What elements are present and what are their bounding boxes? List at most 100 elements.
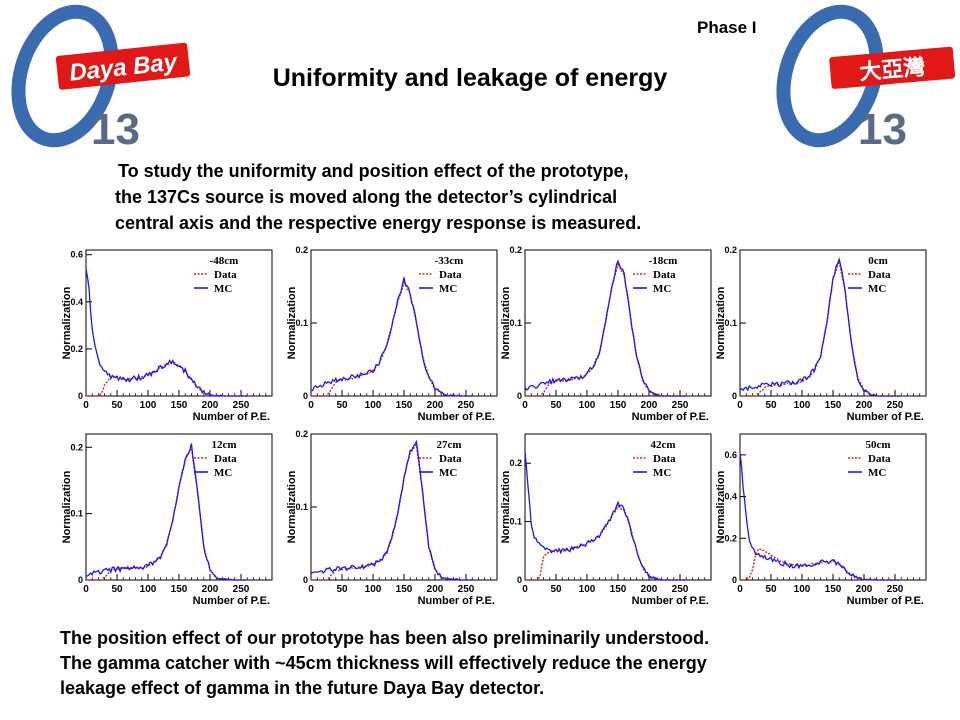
theta-ring (776, 4, 884, 148)
y-axis-label: Normalization (61, 470, 73, 543)
conclusion-line: The gamma catcher with ~45cm thickness w… (60, 653, 707, 673)
x-tick-label: 100 (794, 584, 811, 595)
x-axis-label: Number of P.E. (193, 411, 270, 423)
y-tick-label: 0.6 (70, 250, 83, 260)
position-label: 27cm (436, 439, 461, 451)
y-tick-label: 0 (732, 575, 737, 585)
y-tick-label: 0.2 (509, 245, 522, 255)
y-tick-label: 0 (517, 391, 522, 401)
legend-label: MC (439, 283, 457, 295)
energy-spectrum-panel: 0 50 100 150 200 250 0 0.1 0.2 Number of P.E. Norm… (283, 428, 505, 608)
x-tick-label: 0 (83, 400, 89, 411)
spectrum-plot: 0 50 100 150 200 250 0 0.2 0.4 0.6 Number of P.E. N… (715, 433, 927, 607)
conclusion-line: leakage effect of gamma in the future Da… (60, 678, 545, 698)
x-tick-label: 250 (233, 400, 250, 411)
y-tick-label: 0.2 (509, 458, 522, 468)
x-tick-label: 0 (522, 400, 528, 411)
y-tick-label: 0.2 (724, 533, 737, 543)
legend-label: Data (439, 269, 462, 281)
y-axis-label: Normalization (500, 286, 512, 359)
x-tick-label: 100 (579, 584, 596, 595)
legend-label: Data (214, 453, 237, 465)
intro-text: To study the uniformity and position eff… (115, 158, 835, 236)
mc-series-line (85, 268, 248, 397)
position-label: -33cm (435, 255, 464, 267)
x-axis-label: Number of P.E. (847, 595, 924, 607)
x-tick-label: 200 (641, 584, 658, 595)
x-tick-label: 150 (610, 584, 627, 595)
legend-label: MC (653, 467, 671, 479)
legend-label: Data (653, 453, 676, 465)
x-tick-label: 250 (672, 400, 689, 411)
y-tick-label: 0.2 (724, 245, 737, 255)
spectrum-plot: 0 50 100 150 200 250 0 0.1 0.2 Number of P.E. Norm… (61, 433, 273, 607)
x-tick-label: 50 (111, 400, 123, 411)
x-axis-label: Number of P.E. (847, 411, 924, 423)
x-tick-label: 250 (458, 400, 475, 411)
plot-frame (310, 249, 498, 397)
x-tick-label: 0 (308, 400, 314, 411)
mc-series-line (739, 452, 902, 581)
x-tick-label: 200 (202, 400, 219, 411)
x-tick-label: 100 (140, 400, 157, 411)
spectrum-plot: 0 50 100 150 200 250 0 0.2 0.4 0.6 Number of P.E. N… (61, 249, 273, 423)
spectrum-plot: 0 50 100 150 200 250 0 0.1 0.2 Number of P.E. Norm… (715, 245, 927, 423)
theta-ring (11, 4, 119, 148)
y-tick-label: 0 (732, 391, 737, 401)
plot-frame (524, 249, 712, 397)
x-tick-label: 100 (579, 400, 596, 411)
plot-frame (85, 433, 273, 581)
x-tick-label: 50 (765, 400, 777, 411)
conclusion-line: The position effect of our prototype has… (60, 628, 710, 648)
x-tick-label: 250 (458, 584, 475, 595)
plot-frame (85, 249, 273, 397)
x-tick-label: 150 (171, 400, 188, 411)
position-label: -48cm (210, 255, 239, 267)
y-tick-label: 0.1 (70, 509, 83, 519)
y-axis-label: Normalization (500, 470, 512, 543)
x-tick-label: 200 (427, 584, 444, 595)
y-tick-label: 0.1 (295, 502, 308, 512)
daya-bay-logo-right: 大亞灣 13 (776, 4, 956, 154)
legend-label: Data (439, 453, 462, 465)
plot-frame (310, 433, 498, 581)
legend-label: MC (214, 283, 232, 295)
y-axis-label: Normalization (61, 286, 73, 359)
logo-text: 大亞灣 (858, 55, 926, 86)
phase-label: Phase I (697, 18, 757, 37)
mc-series-line (85, 443, 248, 581)
y-tick-label: 0 (78, 391, 83, 401)
spectrum-plot: 0 50 100 150 200 250 0 0.1 0.2 Number of P.E. Norm… (286, 429, 498, 607)
intro-line: central axis and the respective energy r… (115, 213, 642, 233)
y-axis-label: Normalization (286, 286, 298, 359)
y-axis-label: Normalization (715, 286, 727, 359)
y-tick-label: 0.1 (724, 318, 737, 328)
x-tick-label: 150 (396, 584, 413, 595)
x-tick-label: 250 (887, 400, 904, 411)
position-label: 42cm (650, 439, 675, 451)
data-series-line (525, 505, 687, 581)
legend-label: Data (653, 269, 676, 281)
y-tick-label: 0.4 (724, 492, 737, 502)
spectrum-plot: 0 50 100 150 200 250 0 0.1 0.2 Number of P.E. Norm… (286, 245, 498, 423)
position-label: 12cm (211, 439, 236, 451)
x-tick-label: 50 (336, 400, 348, 411)
y-tick-label: 0.1 (295, 318, 308, 328)
x-axis-label: Number of P.E. (632, 411, 709, 423)
legend-label: MC (653, 283, 671, 295)
y-tick-label: 0.1 (509, 517, 522, 527)
logo-banner (829, 46, 956, 89)
x-tick-label: 150 (171, 584, 188, 595)
y-tick-label: 0.2 (70, 442, 83, 452)
data-series-line (311, 280, 473, 397)
x-tick-label: 150 (825, 584, 842, 595)
y-tick-label: 0.2 (295, 429, 308, 439)
y-axis-label: Normalization (715, 470, 727, 543)
intro-line: the 137Cs source is moved along the dete… (115, 187, 618, 207)
energy-spectrum-panel: 0 50 100 150 200 250 0 0.2 0.4 0.6 Number of P.E. N… (58, 244, 280, 424)
x-tick-label: 0 (522, 584, 528, 595)
mc-series-line (524, 259, 687, 397)
y-axis-label: Normalization (286, 470, 298, 543)
x-tick-label: 50 (111, 584, 123, 595)
position-label: 50cm (865, 439, 890, 451)
